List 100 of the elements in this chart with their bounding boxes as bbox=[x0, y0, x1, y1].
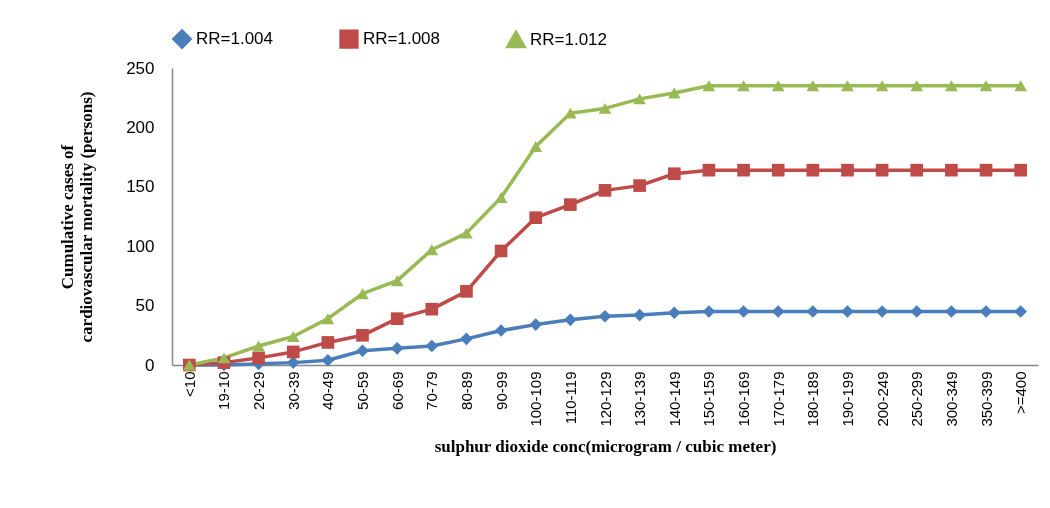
point bbox=[252, 340, 265, 352]
x-tick-label: 50-59 bbox=[354, 371, 372, 410]
point bbox=[702, 305, 716, 318]
point bbox=[321, 313, 335, 325]
point bbox=[321, 336, 335, 349]
point bbox=[979, 163, 993, 177]
x-tick-label: 90-99 bbox=[492, 371, 510, 410]
point bbox=[321, 353, 335, 367]
point bbox=[1014, 163, 1027, 177]
point bbox=[460, 227, 473, 239]
x-tick-label: 19-10 bbox=[215, 371, 233, 410]
x-tick-label: 160-169 bbox=[735, 371, 753, 427]
point bbox=[806, 305, 820, 318]
point bbox=[390, 312, 404, 325]
x-tick-label: >=400 bbox=[1012, 371, 1030, 415]
point bbox=[910, 163, 924, 177]
point bbox=[979, 305, 993, 318]
point bbox=[737, 80, 750, 92]
point bbox=[564, 198, 577, 211]
point bbox=[494, 244, 508, 258]
point bbox=[286, 331, 300, 342]
point bbox=[356, 344, 369, 358]
point bbox=[390, 275, 404, 287]
x-tick-label: 30-39 bbox=[284, 371, 302, 410]
point bbox=[390, 342, 404, 355]
point bbox=[875, 80, 889, 92]
point bbox=[1014, 80, 1027, 92]
x-tick-label: 180-189 bbox=[804, 371, 822, 427]
point bbox=[771, 305, 785, 318]
point bbox=[598, 309, 612, 323]
y-tick-label: 200 bbox=[126, 117, 155, 137]
y-tick-label: 150 bbox=[126, 177, 155, 197]
point bbox=[252, 351, 265, 365]
x-tick-label: 80-89 bbox=[457, 371, 475, 410]
point bbox=[771, 80, 785, 92]
point bbox=[702, 80, 716, 92]
point bbox=[841, 305, 854, 318]
point bbox=[356, 288, 369, 300]
legend-label: RR=1.012 bbox=[530, 29, 608, 49]
y-axis-title: Cumulative cases of cardiovascular mortality (persons) bbox=[58, 91, 97, 343]
point bbox=[875, 305, 889, 318]
x-tick-label: 140-149 bbox=[665, 371, 683, 427]
point bbox=[841, 163, 854, 177]
point bbox=[979, 80, 993, 92]
x-axis-title: sulphur dioxide conc(microgram / cubic meter) bbox=[434, 436, 777, 456]
x-tick-label: 170-179 bbox=[769, 371, 787, 427]
x-tick-label: 20-29 bbox=[250, 371, 268, 410]
point bbox=[841, 80, 854, 92]
point bbox=[598, 184, 612, 197]
point bbox=[564, 313, 577, 327]
point bbox=[667, 167, 681, 181]
point bbox=[910, 80, 924, 92]
y-tick-label: 100 bbox=[126, 236, 155, 256]
x-tick-label: 120-129 bbox=[596, 371, 614, 427]
point bbox=[945, 163, 958, 177]
point bbox=[286, 345, 300, 359]
point bbox=[667, 306, 681, 320]
point bbox=[494, 324, 508, 337]
x-tick-label: 150-159 bbox=[700, 371, 718, 427]
point bbox=[633, 308, 646, 322]
point bbox=[806, 163, 820, 177]
point bbox=[460, 285, 473, 298]
point bbox=[806, 80, 820, 92]
x-tick-label: 100-109 bbox=[527, 371, 545, 427]
x-tick-label: 70-79 bbox=[423, 371, 441, 410]
point bbox=[633, 93, 646, 105]
point bbox=[494, 192, 508, 203]
point bbox=[217, 352, 231, 364]
legend-label: RR=1.004 bbox=[196, 29, 274, 49]
point bbox=[425, 302, 439, 316]
point bbox=[771, 163, 785, 177]
x-tick-label: 250-299 bbox=[908, 371, 926, 427]
y-tick-label: 0 bbox=[145, 355, 155, 375]
x-tick-label: 300-349 bbox=[942, 371, 960, 427]
point bbox=[633, 179, 646, 192]
x-tick-label: 190-199 bbox=[838, 371, 856, 427]
x-tick-label: 350-399 bbox=[977, 371, 995, 427]
x-tick-label: 60-69 bbox=[388, 371, 406, 410]
x-tick-label: 200-249 bbox=[873, 371, 891, 427]
point bbox=[529, 140, 543, 152]
point bbox=[286, 356, 300, 369]
point bbox=[529, 211, 543, 225]
point bbox=[425, 339, 439, 353]
point bbox=[875, 163, 889, 177]
y-tick-label: 50 bbox=[135, 296, 155, 316]
point bbox=[356, 328, 369, 342]
point bbox=[564, 107, 577, 119]
legend-label: RR=1.008 bbox=[363, 29, 441, 49]
x-tick-label: 40-49 bbox=[319, 371, 337, 410]
x-tick-label: <10 bbox=[180, 371, 198, 397]
x-tick-label: 130-139 bbox=[631, 371, 649, 427]
point bbox=[910, 305, 924, 318]
point bbox=[529, 318, 543, 331]
point bbox=[598, 102, 612, 114]
point bbox=[945, 80, 958, 92]
x-tick-label: 110-119 bbox=[561, 371, 579, 425]
point bbox=[667, 87, 681, 99]
point bbox=[702, 163, 716, 177]
point bbox=[460, 332, 473, 346]
point bbox=[737, 163, 750, 177]
